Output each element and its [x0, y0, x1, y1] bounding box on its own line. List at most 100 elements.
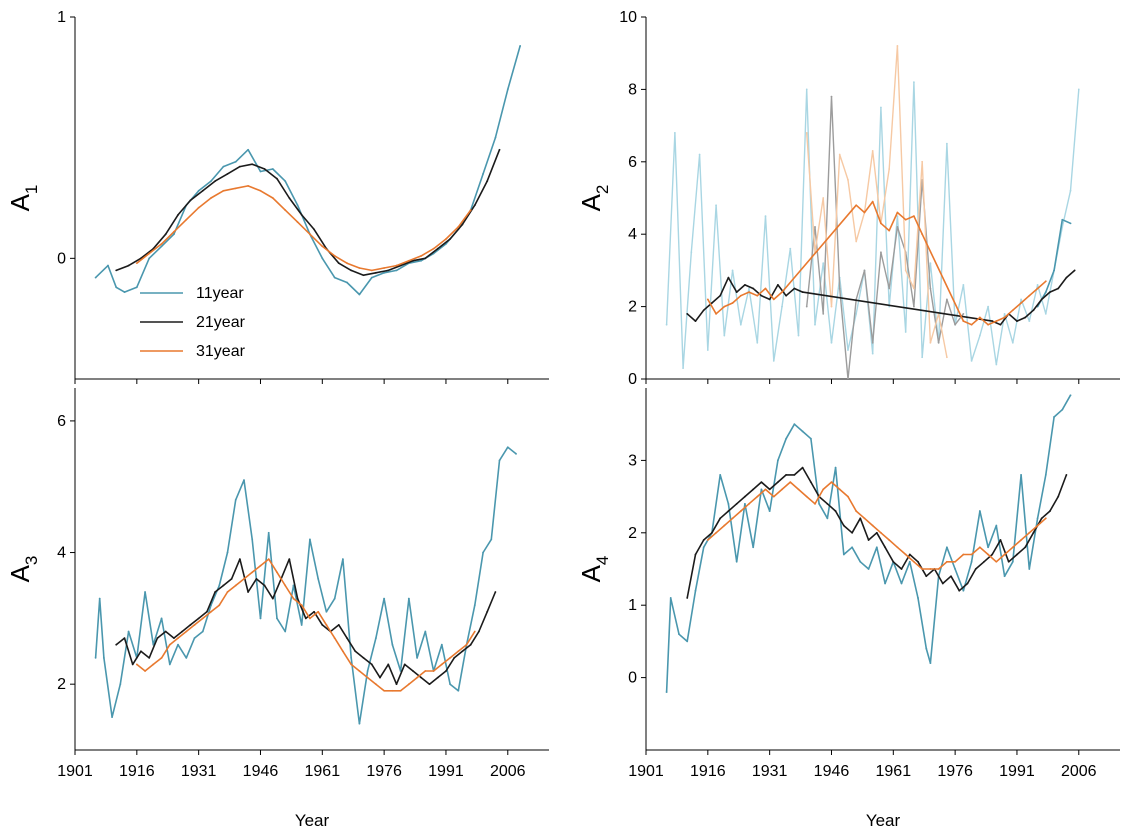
data-point — [752, 488, 755, 491]
data-point — [1057, 495, 1060, 498]
y-tick-label: 1 — [628, 597, 637, 614]
data-point — [826, 517, 829, 520]
data-point — [859, 560, 862, 563]
data-point — [1061, 408, 1064, 411]
data-point — [789, 247, 792, 250]
data-point — [1020, 302, 1022, 304]
x-tick-label: 1916 — [690, 763, 726, 780]
data-point — [888, 539, 891, 541]
data-point — [222, 165, 225, 168]
data-point — [288, 197, 291, 199]
data-point — [962, 320, 965, 322]
data-point — [1020, 298, 1022, 301]
data-point — [115, 286, 118, 289]
data-point — [735, 560, 738, 563]
x-tick-label: 2006 — [1061, 763, 1097, 780]
data-point — [768, 510, 771, 512]
data-point — [999, 539, 1002, 541]
data-point — [482, 172, 484, 175]
y-axis-label-sub: 3 — [22, 556, 41, 565]
data-point — [756, 341, 759, 344]
data-point — [768, 298, 771, 301]
data-point — [801, 291, 804, 294]
data-point — [420, 255, 423, 257]
data-point — [797, 488, 800, 491]
data-point — [880, 251, 882, 254]
data-point — [888, 168, 891, 170]
data-point — [358, 722, 361, 725]
data-point — [805, 131, 808, 134]
y-tick-label: 2 — [628, 299, 637, 316]
data-point — [863, 517, 866, 520]
data-point — [473, 630, 476, 633]
data-point — [851, 546, 853, 549]
data-point — [135, 663, 138, 666]
plot-area — [94, 446, 517, 725]
data-point — [937, 568, 940, 570]
data-point — [350, 269, 353, 272]
plot-area — [94, 45, 522, 296]
data-point — [1036, 287, 1039, 290]
data-point — [983, 560, 985, 563]
data-point — [686, 597, 689, 599]
data-point — [711, 302, 713, 304]
data-point — [494, 591, 497, 593]
data-point — [1069, 222, 1072, 225]
data-point — [210, 610, 212, 613]
data-point — [238, 558, 241, 561]
data-point — [226, 591, 229, 593]
data-point — [764, 287, 767, 290]
data-point — [457, 226, 460, 228]
data-point — [838, 287, 841, 290]
data-point — [407, 683, 410, 686]
legend: 11year 21year 31year — [140, 285, 246, 360]
data-point — [321, 624, 324, 626]
data-point — [234, 584, 237, 587]
plot-area — [665, 45, 1080, 379]
data-point — [838, 488, 841, 491]
y-axis-label-sub: 2 — [593, 185, 612, 194]
data-point — [259, 189, 262, 192]
data-point — [164, 233, 167, 236]
data-point — [461, 650, 464, 653]
data-point — [970, 553, 973, 556]
data-point — [135, 286, 138, 289]
data-point — [945, 142, 948, 145]
data-point — [723, 334, 726, 337]
series-11year-faded — [665, 81, 1080, 370]
data-point — [744, 495, 746, 498]
data-point — [440, 643, 443, 646]
series-line-21year — [686, 269, 1076, 326]
data-point — [1077, 88, 1080, 91]
data-point — [469, 643, 472, 646]
data-point — [399, 264, 402, 267]
data-point — [818, 502, 821, 505]
data-point — [407, 259, 410, 262]
y-tick-label: 3 — [628, 452, 637, 469]
data-point — [698, 153, 701, 156]
legend-label-11year: 11year — [196, 285, 244, 302]
data-point — [387, 663, 390, 666]
data-point — [160, 242, 163, 245]
y-tick-label: 6 — [628, 154, 637, 171]
data-point — [772, 495, 775, 498]
data-point — [867, 539, 870, 541]
data-point — [251, 163, 254, 166]
data-point — [875, 531, 878, 534]
data-point — [756, 495, 759, 498]
data-point — [210, 180, 212, 183]
data-point — [1073, 269, 1076, 272]
y-axis-label: A2 — [576, 185, 612, 212]
data-point — [954, 323, 957, 326]
series-line-31year — [136, 185, 472, 272]
x-tick-label: 1946 — [243, 763, 279, 780]
data-point — [1036, 283, 1039, 286]
series-line-11year — [94, 446, 517, 725]
data-point — [494, 136, 497, 139]
data-point — [760, 294, 763, 297]
data-point — [98, 597, 101, 600]
series-11year — [94, 446, 517, 725]
data-point — [432, 247, 435, 250]
data-point — [148, 257, 151, 260]
